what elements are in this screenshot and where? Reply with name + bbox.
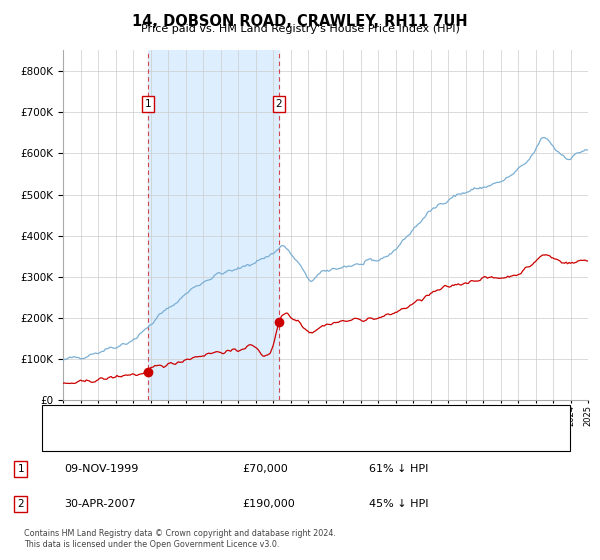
- Text: 30-APR-2007: 30-APR-2007: [64, 499, 136, 509]
- Text: £70,000: £70,000: [242, 464, 288, 474]
- Text: 2: 2: [17, 499, 24, 509]
- Text: 1: 1: [145, 99, 151, 109]
- Text: 45% ↓ HPI: 45% ↓ HPI: [369, 499, 428, 509]
- Text: Price paid vs. HM Land Registry's House Price Index (HPI): Price paid vs. HM Land Registry's House …: [140, 24, 460, 34]
- Text: 2: 2: [275, 99, 282, 109]
- Text: £190,000: £190,000: [242, 499, 295, 509]
- Text: 61% ↓ HPI: 61% ↓ HPI: [369, 464, 428, 474]
- Text: HPI: Average price, detached house, Crawley: HPI: Average price, detached house, Craw…: [89, 435, 325, 444]
- Text: 14, DOBSON ROAD, CRAWLEY, RH11 7UH (detached house): 14, DOBSON ROAD, CRAWLEY, RH11 7UH (deta…: [89, 412, 400, 422]
- FancyBboxPatch shape: [42, 405, 570, 451]
- Text: Contains HM Land Registry data © Crown copyright and database right 2024.
This d: Contains HM Land Registry data © Crown c…: [24, 529, 336, 549]
- Text: 09-NOV-1999: 09-NOV-1999: [64, 464, 138, 474]
- Text: 14, DOBSON ROAD, CRAWLEY, RH11 7UH: 14, DOBSON ROAD, CRAWLEY, RH11 7UH: [132, 14, 468, 29]
- Bar: [148, 50, 279, 400]
- Text: 1: 1: [17, 464, 24, 474]
